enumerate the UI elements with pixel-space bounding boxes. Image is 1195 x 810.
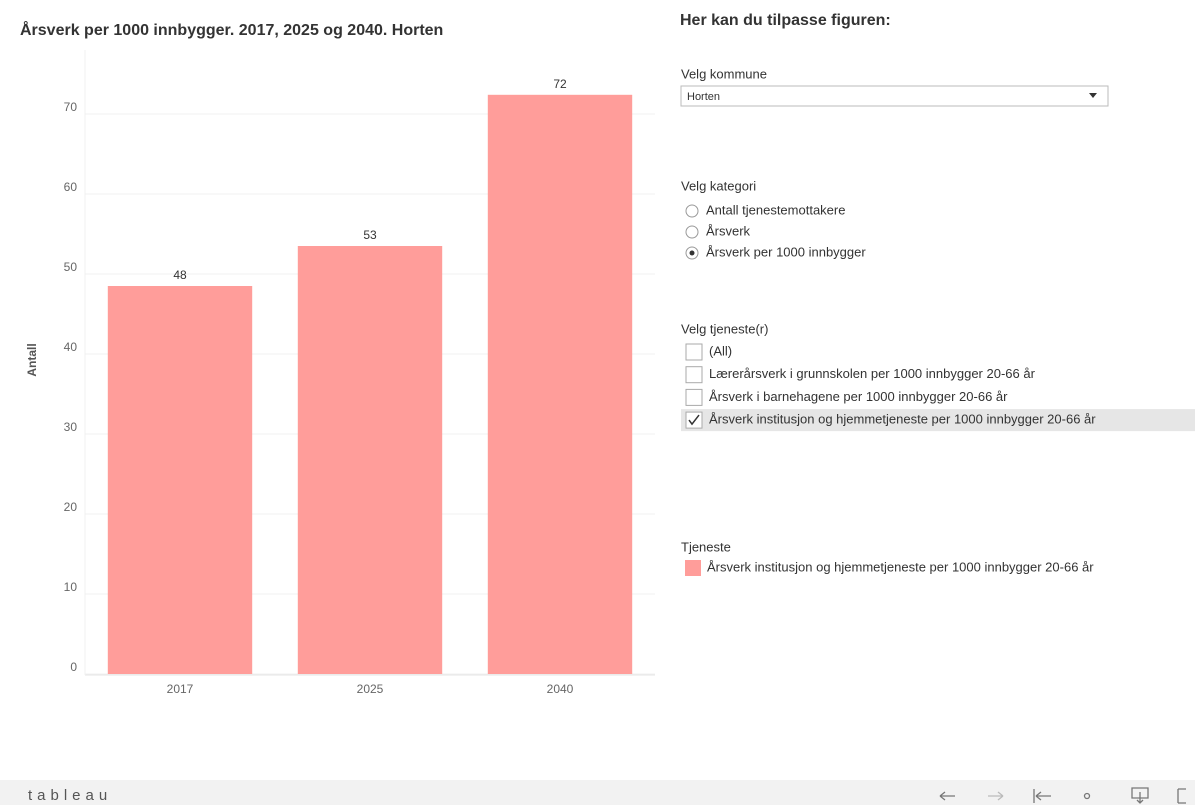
legend-title: Tjeneste: [681, 539, 731, 554]
checkbox-label: Årsverk institusjon og hjemmetjeneste pe…: [709, 412, 1096, 427]
checkbox[interactable]: [685, 388, 703, 406]
y-tick-label: 40: [64, 340, 78, 354]
value-label: 48: [173, 268, 187, 282]
share-icon[interactable]: [1083, 792, 1091, 800]
dropdown[interactable]: [680, 85, 1109, 107]
bar: [107, 286, 253, 674]
y-tick-label: 20: [64, 500, 78, 514]
radio-button[interactable]: [685, 204, 699, 218]
checkbox[interactable]: [685, 343, 703, 361]
value-label: 53: [363, 228, 377, 242]
y-tick-label: 60: [64, 180, 78, 194]
bar: [297, 246, 443, 674]
row-highlight: [681, 409, 1195, 432]
dropdown-arrow: [1089, 93, 1097, 98]
x-tick-label: 2040: [547, 682, 574, 696]
radio-button[interactable]: [685, 225, 699, 239]
checkbox[interactable]: [685, 411, 703, 429]
checkbox-label: (All): [709, 343, 732, 358]
radio-label: Antall tjenestemottakere: [706, 202, 845, 217]
y-tick-label: 50: [64, 260, 78, 274]
filter-label: Velg kategori: [681, 178, 756, 193]
footer-bar: [0, 780, 1195, 805]
y-axis-label: Antall: [25, 343, 39, 376]
checkbox-label: Lærerårsverk i grunnskolen per 1000 innb…: [709, 366, 1036, 381]
chart-title: Årsverk per 1000 innbygger. 2017, 2025 o…: [20, 20, 443, 39]
filter-label: Velg tjeneste(r): [681, 321, 768, 336]
toolbar-icons: [939, 787, 1186, 804]
radio-label: Årsverk: [706, 223, 751, 238]
bar: [487, 94, 633, 675]
download-icon[interactable]: [1131, 787, 1149, 804]
filter-label: Velg kommune: [681, 66, 767, 81]
undo-icon[interactable]: [939, 791, 955, 801]
radio-label: Årsverk per 1000 innbygger: [706, 244, 866, 259]
dropdown-value: Horten: [687, 91, 720, 103]
y-tick-label: 70: [64, 100, 78, 114]
checkmark: [688, 414, 700, 426]
y-tick-label: 10: [64, 580, 78, 594]
x-tick-label: 2025: [357, 682, 384, 696]
radio-dot: [689, 250, 695, 256]
y-tick-label: 0: [70, 660, 77, 674]
tableau-logo[interactable]: tableau: [28, 787, 112, 804]
revert-icon[interactable]: [1033, 789, 1051, 803]
fullscreen-icon[interactable]: [1177, 788, 1186, 804]
legend-label: Årsverk institusjon og hjemmetjeneste pe…: [707, 559, 1094, 574]
y-tick-label: 30: [64, 420, 78, 434]
redo-icon[interactable]: [988, 791, 1004, 801]
checkbox[interactable]: [685, 366, 703, 384]
panel-heading: Her kan du tilpasse figuren:: [680, 12, 891, 29]
legend-swatch: [685, 560, 701, 576]
value-label: 72: [553, 77, 567, 91]
x-tick-label: 2017: [167, 682, 194, 696]
checkbox-label: Årsverk i barnehagene per 1000 innbygger…: [709, 389, 1008, 404]
